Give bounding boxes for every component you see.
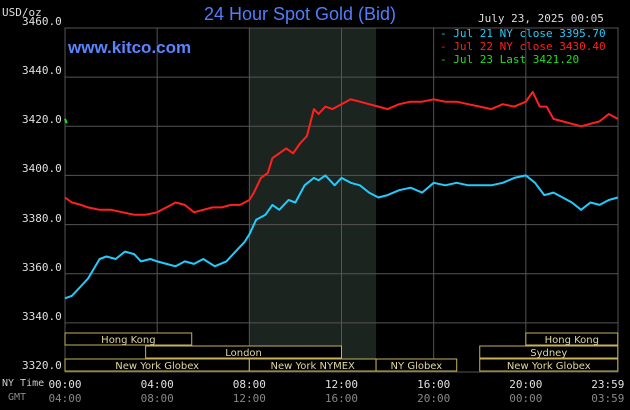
session-bar — [64, 332, 193, 346]
gmt-tick-label: 00:00 — [509, 392, 543, 405]
legend-entry-jul23: - Jul 23 Last 3421.20 — [440, 53, 580, 66]
series-line-2 — [64, 118, 68, 124]
gmt-tick-label: 04:00 — [48, 392, 82, 405]
session-label: Hong Kong — [545, 335, 599, 346]
y-tick-label: 3440.0 — [22, 64, 62, 78]
y-tick-label: 3460.0 — [22, 15, 62, 28]
session-bar — [375, 358, 458, 372]
session-bar — [479, 345, 619, 359]
legend-entry-jul21: - Jul 21 NY close 3395.70 — [440, 27, 606, 40]
x-tick-label: 12:00 — [324, 378, 359, 391]
y-tick-label: 3340.0 — [22, 309, 62, 323]
x-tick-label: 04:00 — [140, 378, 174, 391]
y-tick-label: 3420.0 — [22, 113, 62, 127]
units-label: USD/oz — [2, 6, 42, 19]
x-tick-label: 23:59 — [591, 378, 625, 391]
session-label: NY Globex — [391, 361, 443, 372]
gmt-tick-label: 08:00 — [140, 392, 174, 405]
nymex-shading — [249, 28, 377, 372]
session-bar — [145, 345, 342, 359]
y-tick-label: 3380.0 — [22, 211, 62, 225]
session-bar — [525, 332, 619, 346]
legend: - Jul 21 NY close 3395.70 - Jul 22 NY cl… — [440, 27, 606, 66]
x-tick-label: 20:00 — [509, 378, 543, 391]
session-label: Hong Kong — [101, 335, 155, 346]
timestamp: July 23, 2025 00:05 — [478, 12, 604, 25]
gmt-tick-label: 20:00 — [417, 392, 451, 405]
session-label: New York Globex — [115, 361, 199, 372]
gmt-tick-label: 16:00 — [324, 392, 359, 405]
x-tick-label: 16:00 — [417, 378, 451, 391]
legend-entry-jul22: - Jul 22 NY close 3430.40 — [440, 40, 606, 53]
session-label: New York NYMEX — [271, 361, 356, 372]
site-url[interactable]: www.kitco.com — [68, 38, 192, 57]
y-tick-label: 3360.0 — [22, 260, 62, 274]
gmt-label: GMT — [8, 392, 27, 403]
gmt-tick-label: 03:59 — [591, 392, 625, 405]
y-tick-label: 3320.0 — [22, 359, 62, 372]
session-label: New York Globex — [507, 361, 591, 372]
x-tick-label: 08:00 — [232, 378, 266, 391]
gmt-tick-label: 12:00 — [232, 392, 266, 405]
ny-time-label: NY Time — [2, 378, 45, 389]
chart-title: 24 Hour Spot Gold (Bid) — [203, 4, 397, 24]
series-line-0 — [64, 174, 619, 300]
session-bar — [479, 358, 619, 372]
session-label: Sydney — [530, 348, 567, 359]
y-tick-label: 3400.0 — [22, 162, 62, 176]
x-tick-label: 00:00 — [48, 378, 82, 391]
session-label: London — [225, 348, 262, 359]
series-line-1 — [64, 90, 619, 216]
